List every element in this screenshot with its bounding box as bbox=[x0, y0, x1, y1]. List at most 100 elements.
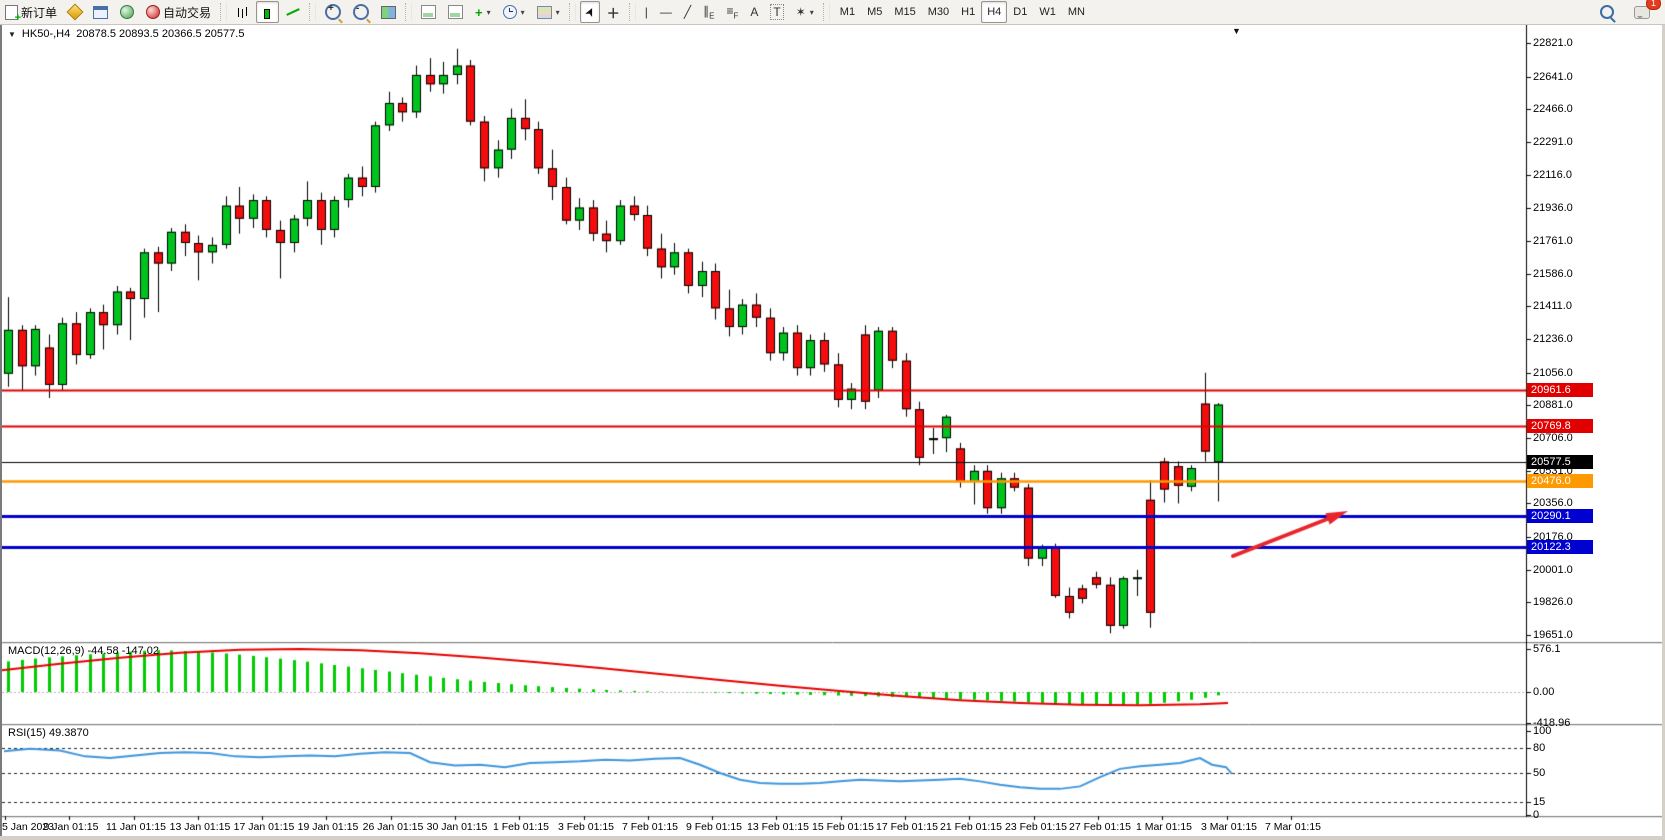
time-axis-label: 26 Jan 01:15 bbox=[362, 821, 424, 833]
unread-badge: 1 bbox=[1646, 0, 1661, 10]
trendline-tool-button[interactable]: ╱ bbox=[679, 1, 696, 23]
add-indicator-icon: + bbox=[475, 4, 483, 20]
template-button[interactable]: ▾ bbox=[532, 1, 565, 23]
strategy-tester-button[interactable] bbox=[115, 1, 139, 23]
zoom-out-icon: - bbox=[353, 3, 370, 20]
trendline-icon: ╱ bbox=[683, 5, 692, 19]
add-indicator-button[interactable]: + ▾ bbox=[470, 1, 496, 23]
new-order-icon bbox=[5, 4, 21, 24]
crosshair-tool-button[interactable]: ＋ bbox=[602, 1, 625, 23]
market-watch-button[interactable] bbox=[64, 1, 86, 23]
search-button[interactable] bbox=[1595, 1, 1619, 23]
price-tick-label: 20001.0 bbox=[1533, 563, 1573, 576]
scroll-to-end-marker-icon[interactable]: ▼ bbox=[1232, 26, 1241, 36]
price-badge-20290.1: 20290.1 bbox=[1527, 508, 1593, 523]
timeframe-button-h4[interactable]: H4 bbox=[981, 1, 1008, 23]
new-order-button[interactable]: 新订单 bbox=[0, 1, 62, 24]
price-tick-label: 21056.0 bbox=[1533, 366, 1573, 379]
rsi-scale-label: 50 bbox=[1533, 767, 1546, 780]
price-tick-label: 20881.0 bbox=[1533, 399, 1573, 412]
fibonacci-tool-button[interactable]: ≡F bbox=[721, 1, 743, 23]
price-tick-label: 22116.0 bbox=[1533, 168, 1572, 181]
candlestick-icon bbox=[261, 5, 274, 20]
time-axis-label: 19 Jan 01:15 bbox=[297, 821, 359, 833]
vertical-line-icon: | bbox=[644, 5, 648, 19]
time-axis-label: 1 Mar 01:15 bbox=[1135, 821, 1193, 833]
time-axis-label: 21 Feb 01:15 bbox=[940, 821, 1002, 833]
time-axis-label: 13 Feb 01:15 bbox=[747, 821, 809, 833]
price-tick-label: 21936.0 bbox=[1533, 202, 1573, 215]
timeframe-button-m1[interactable]: M1 bbox=[839, 6, 856, 18]
shapes-icon: ✶ bbox=[795, 5, 806, 19]
timeframe-button-d1[interactable]: D1 bbox=[1013, 6, 1028, 18]
timeframe-button-mn[interactable]: MN bbox=[1067, 6, 1085, 18]
chart-title: ▼ HK50-,H4 20878.5 20893.5 20366.5 20577… bbox=[8, 28, 244, 40]
toolbar-separator bbox=[309, 3, 317, 21]
bar-chart-icon bbox=[236, 6, 249, 19]
time-axis-label: 5 Jan 2023 bbox=[2, 821, 54, 833]
toolbar-separator bbox=[822, 3, 830, 21]
line-chart-mode-button[interactable] bbox=[281, 1, 305, 23]
horizontal-line-tool-button[interactable]: — bbox=[655, 1, 677, 23]
price-tick-label: 21236.0 bbox=[1533, 333, 1573, 345]
tile-windows-button[interactable] bbox=[376, 1, 401, 23]
macd-scale-label: 576.1 bbox=[1533, 643, 1561, 655]
equidistant-channel-tool-button[interactable]: ∥E bbox=[698, 1, 719, 23]
window-right-frame bbox=[1662, 24, 1665, 840]
price-tick-label: 21411.0 bbox=[1533, 300, 1572, 313]
chart-window: ▼ HK50-,H4 20878.5 20893.5 20366.5 20577… bbox=[0, 24, 1665, 840]
window-left-frame bbox=[0, 24, 2, 840]
price-tick-label: 21586.0 bbox=[1533, 267, 1573, 280]
toolbar-separator bbox=[405, 3, 413, 21]
time-axis-label: 9 Feb 01:15 bbox=[685, 821, 743, 833]
toolbar-separator bbox=[628, 3, 636, 21]
cursor-icon: ➤ bbox=[581, 4, 599, 20]
price-chart-canvas[interactable] bbox=[0, 24, 1665, 840]
rsi-indicator-label: RSI(15) 49.3870 bbox=[8, 727, 89, 739]
rsi-scale-label: 80 bbox=[1533, 742, 1546, 755]
rsi-scale-label: 100 bbox=[1533, 725, 1552, 738]
time-axis-label: 7 Feb 01:15 bbox=[621, 821, 679, 833]
chat-bubble-icon bbox=[1634, 5, 1650, 19]
time-axis-label: 11 Jan 01:15 bbox=[106, 821, 166, 833]
data-window-button[interactable] bbox=[88, 1, 113, 23]
timeframe-button-h1[interactable]: H1 bbox=[961, 6, 976, 18]
horizontal-line-icon: — bbox=[659, 5, 672, 19]
timeframe-button-m15[interactable]: M15 bbox=[894, 6, 916, 18]
cursor-tool-button[interactable]: ➤ bbox=[579, 1, 600, 23]
time-axis-label: 23 Feb 01:15 bbox=[1005, 821, 1067, 833]
price-badge-20961.6: 20961.6 bbox=[1527, 383, 1593, 398]
autotrading-label: 自动交易 bbox=[163, 5, 212, 20]
period-button[interactable]: ▾ bbox=[498, 1, 530, 23]
zoom-out-button[interactable]: - bbox=[348, 1, 374, 23]
price-tick-label: 21761.0 bbox=[1533, 234, 1573, 247]
timeframe-button-m30[interactable]: M30 bbox=[927, 6, 950, 18]
symbol-period-label: HK50-,H4 bbox=[21, 28, 71, 40]
indicator-window-remove-button[interactable] bbox=[443, 1, 468, 23]
indicator-window-icon bbox=[421, 5, 437, 19]
template-icon bbox=[536, 5, 552, 19]
shapes-tool-button[interactable]: ✶ ▾ bbox=[791, 1, 819, 23]
collapse-triangle-icon[interactable]: ▼ bbox=[8, 29, 16, 39]
zoom-in-button[interactable]: + bbox=[320, 1, 346, 23]
vertical-line-tool-button[interactable]: | bbox=[640, 1, 653, 23]
time-axis-label: 15 Feb 01:15 bbox=[812, 821, 874, 833]
timeframe-button-m5[interactable]: M5 bbox=[867, 6, 883, 18]
market-watch-icon bbox=[66, 3, 84, 21]
toolbar-separator bbox=[220, 3, 228, 21]
candlestick-mode-button[interactable] bbox=[256, 1, 280, 23]
rsi-scale-label: 15 bbox=[1533, 796, 1546, 809]
price-tick-label: 22466.0 bbox=[1533, 103, 1573, 116]
autotrading-button[interactable]: 自动交易 bbox=[141, 1, 216, 23]
time-axis-label: 7 Mar 01:15 bbox=[1264, 821, 1322, 833]
tile-windows-icon bbox=[381, 5, 397, 19]
notifications-button[interactable]: 1 bbox=[1629, 0, 1661, 23]
bar-chart-mode-button[interactable] bbox=[231, 1, 254, 23]
text-label-tool-button[interactable]: T bbox=[765, 1, 788, 23]
time-axis-label: 17 Jan 01:15 bbox=[233, 821, 295, 833]
timeframe-button-w1[interactable]: W1 bbox=[1039, 6, 1056, 18]
indicator-window-button[interactable] bbox=[416, 1, 441, 23]
text-tool-button[interactable]: A bbox=[745, 1, 763, 23]
line-chart-icon bbox=[286, 6, 300, 18]
